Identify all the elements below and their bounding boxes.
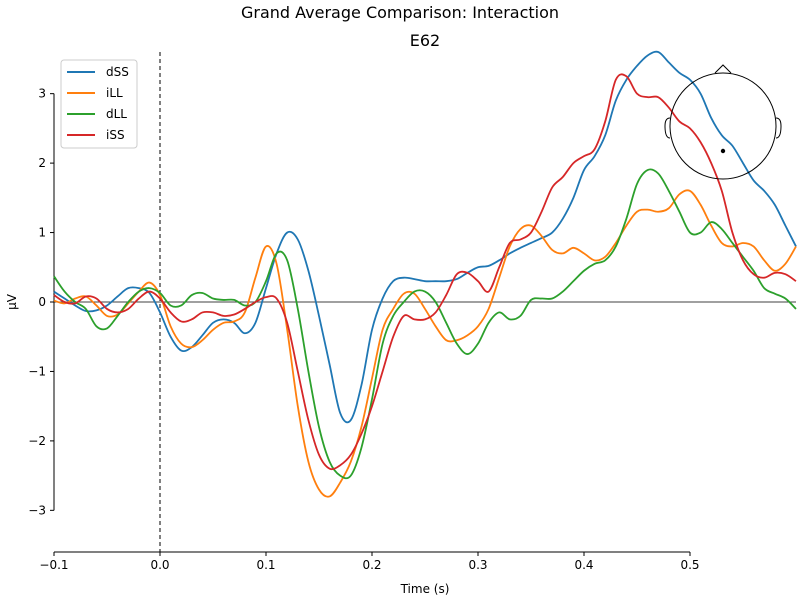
series-line-iSS [53,73,797,471]
head-left-ear [664,117,671,139]
legend-label-iLL: iLL [106,86,123,100]
x-tick-label: 0.4 [574,558,593,572]
head-right-ear [775,117,782,139]
y-tick-label: 0 [38,295,46,309]
y-tick-label: −1 [28,364,46,378]
x-tick-label: 0.3 [468,558,487,572]
legend-label-iSS: iSS [106,128,125,142]
head-outline [669,72,777,180]
legend-label-dSS: dSS [106,65,129,79]
legend: dSS iLL dLL iSS [60,59,138,149]
x-tick-label: 0.1 [256,558,275,572]
series-line-iLL [53,189,797,498]
y-tick-label: 2 [38,156,46,170]
legend-label-dLL: dLL [106,107,127,121]
legend-frame [60,59,138,149]
y-tick-label: 3 [38,87,46,101]
chart-subtitle: E62 [410,31,440,50]
x-tick-label: 0.5 [680,558,699,572]
sensor-dot [720,148,726,154]
x-tick-label: 0.0 [150,558,169,572]
series-lines [53,50,797,498]
head-nose [714,64,732,74]
series-line-dLL [53,168,797,480]
y-tick-label: 1 [38,226,46,240]
x-tick-label: 0.2 [362,558,381,572]
chart-title: Grand Average Comparison: Interaction [241,3,559,22]
y-tick-label: −3 [28,503,46,517]
x-axis-label: Time (s) [400,582,450,596]
series-line-dSS [53,50,797,424]
sensor-inset [664,64,782,180]
y-tick-label: −2 [28,434,46,448]
x-tick-label: −0.1 [39,558,68,572]
axes: −0.1 0.0 0.1 0.2 0.3 0.4 0.5 −3 −2 −1 0 1 2 3 Time (s)… [5,52,796,596]
y-axis-label: µV [5,293,19,310]
